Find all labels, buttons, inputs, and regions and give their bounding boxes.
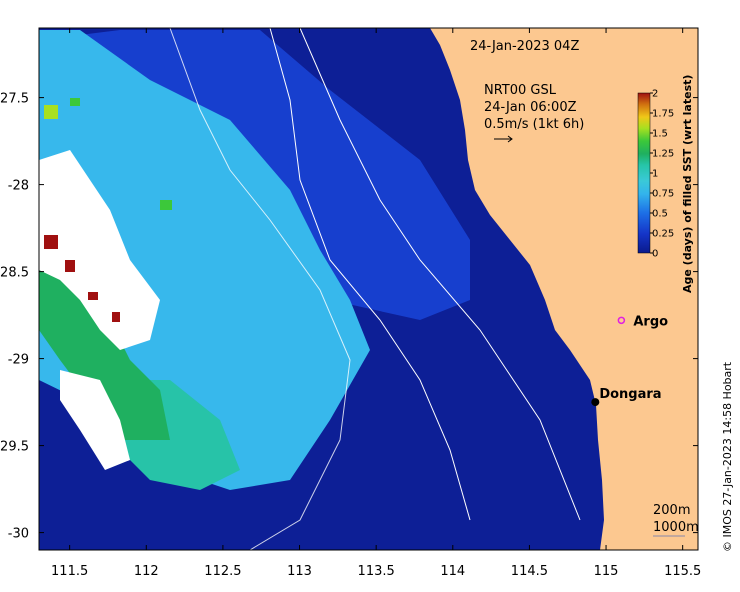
arrow-scale-icon <box>494 135 513 143</box>
colorbar-tick-label: 1.25 <box>652 149 674 160</box>
date-label: 24-Jan-2023 04Z <box>470 39 579 54</box>
x-tick-label: 111.5 <box>51 564 88 579</box>
contour-outer <box>169 28 351 550</box>
y-tick-label: -29 <box>8 353 29 368</box>
place-label-argo: Argo <box>633 314 668 329</box>
current-source-label: NRT00 GSL <box>484 83 557 98</box>
x-tick-label: 112 <box>134 564 159 579</box>
plot-frame <box>38 27 699 551</box>
colorbar-tick-label: 1.75 <box>652 109 674 120</box>
contour-legend-1000m: 1000m <box>653 520 699 535</box>
current-time-label: 24-Jan 06:00Z <box>484 100 577 115</box>
y-tick-label: -29.5 <box>0 440 29 455</box>
no-data-area <box>39 150 160 350</box>
age-speck <box>112 312 120 322</box>
x-tick-label: 114.5 <box>511 564 548 579</box>
y-tick-label: -28 <box>8 179 29 194</box>
y-tick-label: -30 <box>8 527 29 542</box>
colorbar-tick-label: 1 <box>652 169 658 180</box>
contour-legend-200m: 200m <box>653 503 690 518</box>
colorbar-tick-label: 0.5 <box>652 209 668 220</box>
credit-label: © IMOS 27-Jan-2023 14:58 Hobart <box>721 361 734 552</box>
y-tick-label: -28.5 <box>0 266 29 281</box>
y-tick-label: -27.5 <box>0 92 29 107</box>
place-marker-dongara <box>591 398 600 407</box>
contour-200m <box>299 28 581 521</box>
land-mass <box>430 28 698 550</box>
sst-age-band-green <box>39 250 170 440</box>
age-speck <box>44 235 58 249</box>
contour-1000m <box>269 28 471 521</box>
no-data-area-2 <box>60 370 130 470</box>
colorbar-tick-label: 0.75 <box>652 189 674 200</box>
place-label-dongara: Dongara <box>599 387 661 402</box>
place-marker-argo <box>617 316 626 325</box>
colorbar-tick-label: 0 <box>652 249 658 260</box>
x-tick-label: 115 <box>594 564 619 579</box>
age-speck <box>160 200 172 210</box>
colorbar-title: Age (days) of filled SST (wrt latest) <box>681 75 694 293</box>
colorbar-tick-label: 1.5 <box>652 129 668 140</box>
colorbar <box>637 92 651 254</box>
colorbar-tick-label: 2 <box>652 89 658 100</box>
x-tick-label: 114 <box>440 564 465 579</box>
age-speck <box>88 292 98 300</box>
x-tick-label: 115.5 <box>664 564 701 579</box>
colorbar-tick-label: 0.25 <box>652 229 674 240</box>
current-scale-label: 0.5m/s (1kt 6h) <box>484 117 584 132</box>
age-speck <box>65 260 75 272</box>
x-tick-label: 113.5 <box>358 564 395 579</box>
age-speck <box>70 98 80 106</box>
x-tick-label: 113 <box>287 564 312 579</box>
x-tick-label: 112.5 <box>204 564 241 579</box>
age-speck <box>44 105 58 119</box>
